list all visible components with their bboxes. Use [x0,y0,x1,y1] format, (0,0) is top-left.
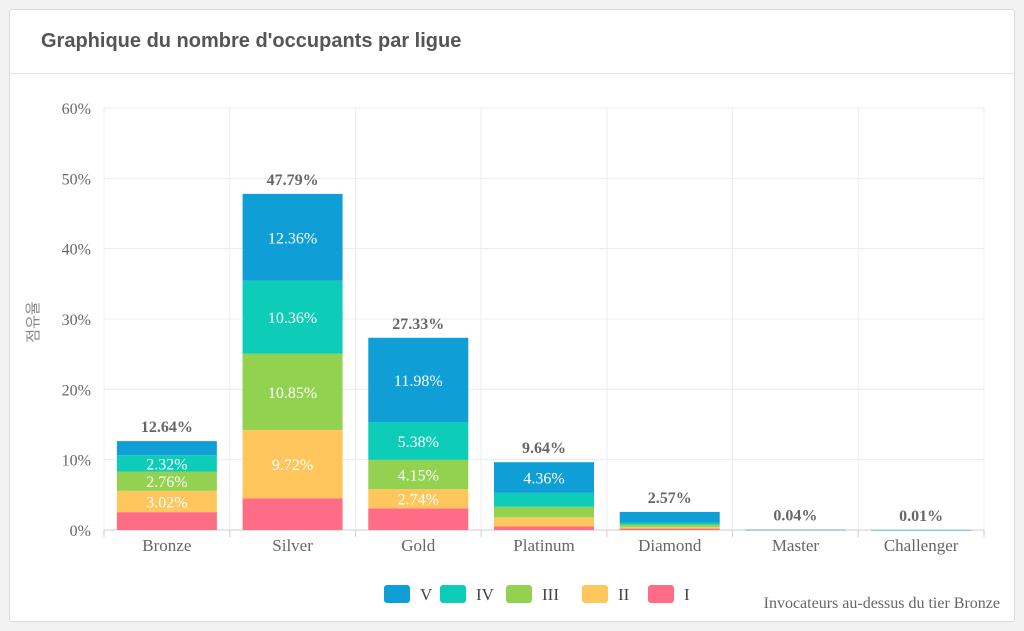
y-tick-label: 60% [62,101,91,118]
y-tick-label: 40% [62,242,91,259]
y-axis: 0% 10% 20% 30% 40% 50% 60% [62,101,91,540]
segment-value-label: 12.36% [268,230,317,247]
segment-value-label: 2.32% [146,456,187,473]
bar-segment-II-bronze [116,490,217,513]
segment-value-label: 11.98% [394,373,443,390]
x-tick-label: Challenger [884,536,959,555]
bar-segment-IV-bronze [116,455,217,472]
legend-label: III [542,585,559,604]
y-tick-label: 20% [62,382,91,399]
x-axis: Bronze Silver Gold Platinum Diamond Master Cha… [142,536,958,555]
y-tick-label: 0% [70,523,91,540]
segment-value-label: 2.76% [146,474,187,491]
panel-title: Graphique du nombre d'occupants par ligu… [41,30,462,52]
bar-segment-III-platinum [494,506,594,518]
y-tick-label: 30% [62,312,91,329]
bar-segment-V-challenger [871,529,972,531]
x-tick-label: Gold [401,536,436,555]
bar-segment-II-platinum [494,517,594,527]
bar-segment-IV-platinum [494,492,594,507]
bar-segment-V-diamond [619,511,720,523]
segment-value-label: 10.36% [268,310,317,327]
legend-swatch [506,585,532,603]
legend-item-III: III [506,585,559,604]
bar-segment-I-silver [242,498,343,530]
bar-segment-III-bronze [116,471,217,491]
x-tick-label: Diamond [638,536,702,555]
total-value-label: 0.04% [773,508,817,525]
segment-value-label: 5.38% [398,434,439,451]
x-tick-label: Platinum [513,536,574,555]
x-tick-label: Bronze [142,536,191,555]
bar-segment-IV-gold [368,422,469,460]
bar-segment-I-bronze [116,512,217,530]
bars: 3.02% 2.76%2.32% 12.64% 9.72% 10.85% 10.36% 12… [116,172,972,531]
segment-value-label: 4.15% [398,467,439,484]
bar-segment-II-silver [242,429,343,499]
segment-value-label: 4.36% [523,471,564,488]
x-tick-label: Silver [272,536,313,555]
total-value-label: 12.64% [141,419,193,436]
bar-segment-II-diamond [619,526,720,529]
bar-segment-IV-silver [242,280,343,354]
legend-item-II: II [582,585,630,604]
bar-segment-II-gold [368,489,469,509]
bar-segment-III-silver [242,353,343,430]
grid-lines [103,107,985,537]
bar-segment-III-gold [368,459,469,490]
legend-swatch [384,585,410,603]
legend-swatch [582,585,608,603]
legend-label: V [420,585,433,604]
legend: V IV III II I [384,585,690,604]
y-tick-label: 50% [62,171,91,188]
segment-value-label: 2.74% [398,492,439,509]
bar-segment-V-bronze [116,441,217,456]
legend-item-I: I [648,585,690,604]
legend-label: I [684,585,690,604]
legend-label: IV [476,585,495,604]
panel-header: Graphique du nombre d'occupants par ligu… [10,10,1014,74]
segment-value-label: 9.72% [272,457,313,474]
x-tick-label: Master [772,536,820,555]
legend-item-V: V [384,585,433,604]
bar-segment-V-silver [242,193,343,281]
bar-segment-I-gold [368,508,469,530]
total-value-label: 2.57% [648,490,692,507]
bar-segment-I-diamond [619,528,720,530]
legend-item-IV: IV [440,585,495,604]
segment-value-label: 3.02% [146,495,187,512]
segment-value-label: 10.85% [268,385,317,402]
legend-swatch [648,585,674,603]
bar-segment-V-gold [368,337,469,423]
legend-label: II [618,585,630,604]
bar-segment-III-diamond [619,524,720,527]
bar-segment-V-master [745,529,846,531]
y-tick-label: 10% [62,453,91,470]
total-value-label: 47.79% [267,172,319,189]
y-axis-label: 점유율 [24,301,42,342]
bar-segment-IV-diamond [619,522,720,525]
bar-segment-V-platinum [494,462,594,493]
legend-swatch [440,585,466,603]
total-value-label: 0.01% [899,508,943,525]
total-value-label: 9.64% [522,440,566,457]
bar-segment-I-platinum [494,526,594,530]
chart-footnote: Invocateurs au-dessus du tier Bronze [764,595,1000,612]
total-value-label: 27.33% [392,316,444,333]
